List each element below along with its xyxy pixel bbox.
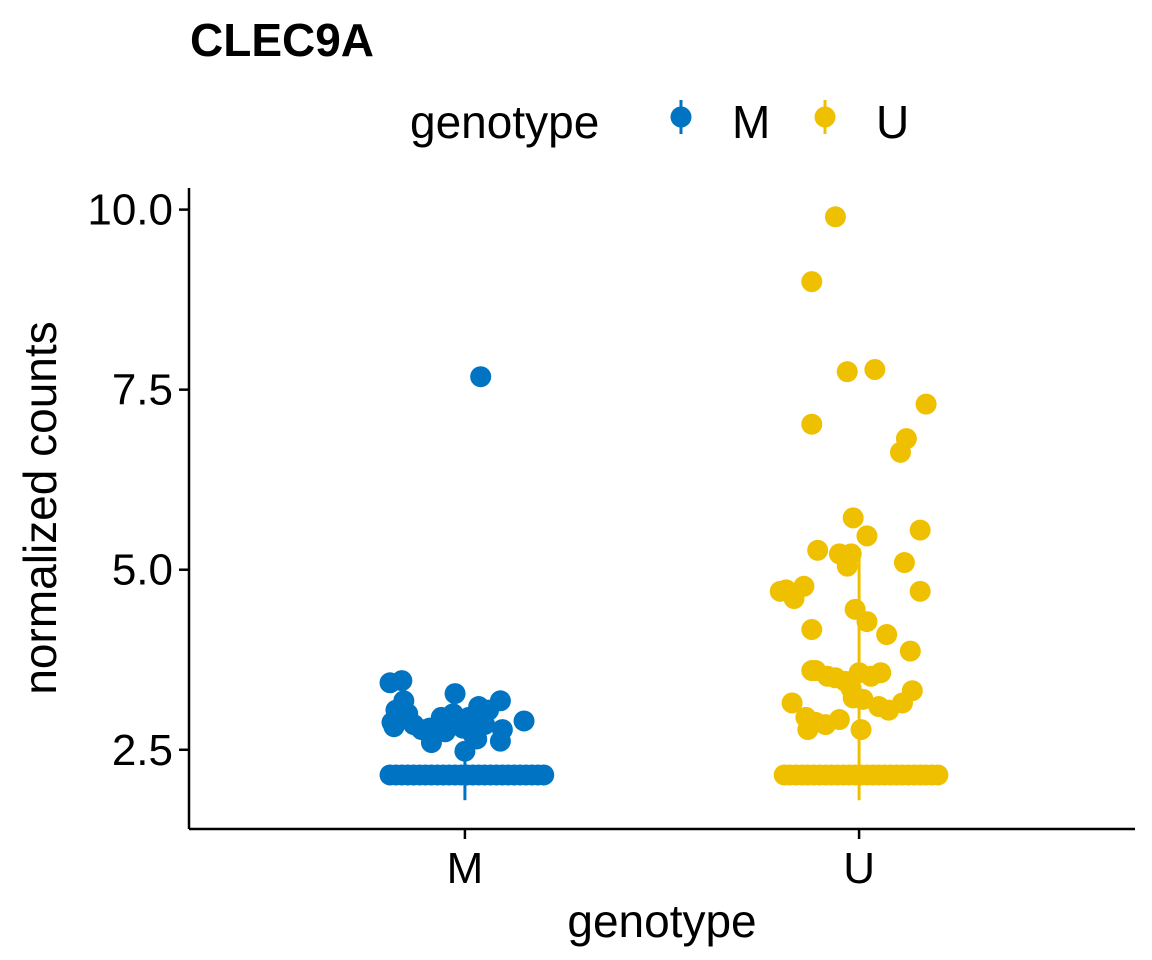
y-axis-title: normalized counts	[14, 321, 66, 694]
x-tick-label: U	[843, 844, 875, 893]
data-point-u	[856, 525, 878, 547]
data-point-u	[801, 271, 823, 293]
data-point-m	[444, 683, 466, 705]
data-point-m	[489, 730, 511, 752]
y-axis-ticks: 2.5 5.0 7.5 10.0	[87, 186, 189, 775]
plot-area	[379, 206, 949, 801]
legend-title: genotype	[410, 96, 599, 148]
data-point-u	[893, 552, 915, 574]
y-tick-label: 10.0	[87, 186, 173, 235]
data-point-u	[842, 507, 864, 529]
data-point-m	[438, 710, 460, 732]
data-point-u	[797, 719, 819, 741]
data-point-u	[801, 413, 823, 435]
data-point-u	[852, 688, 874, 710]
chart-title: CLEC9A	[190, 14, 374, 66]
data-point-u	[891, 692, 913, 714]
legend-key-m	[670, 100, 692, 134]
data-point-u	[781, 692, 803, 714]
data-point-u	[824, 206, 846, 228]
data-point-u	[899, 640, 921, 662]
y-tick-label: 2.5	[112, 726, 173, 775]
data-point-u	[836, 555, 858, 577]
data-point-m	[462, 723, 484, 745]
data-point-u	[836, 361, 858, 383]
data-point-m	[489, 690, 511, 712]
data-point-u	[864, 358, 886, 380]
y-tick-label: 7.5	[112, 366, 173, 415]
data-point-u	[915, 393, 937, 415]
legend-key-u	[814, 100, 836, 134]
data-point-m	[391, 670, 413, 692]
data-point-m	[470, 366, 492, 388]
legend-key-dot	[670, 106, 692, 128]
data-point-u	[801, 618, 823, 640]
data-point-u	[909, 519, 931, 541]
data-point-u	[889, 441, 911, 463]
x-tick-label: M	[447, 844, 484, 893]
x-axis-title: genotype	[567, 895, 756, 947]
legend: genotype M U	[410, 96, 909, 148]
data-point-u	[856, 611, 878, 633]
data-point-u	[850, 719, 872, 741]
data-point-u	[793, 575, 815, 597]
data-point-m	[533, 764, 555, 786]
data-point-u	[909, 580, 931, 602]
data-point-u	[807, 539, 829, 561]
y-tick-label: 5.0	[112, 546, 173, 595]
legend-key-dot	[814, 106, 836, 128]
data-point-u	[870, 662, 892, 684]
legend-label-m: M	[732, 96, 770, 148]
data-point-m	[383, 716, 405, 738]
data-point-m	[513, 710, 535, 732]
data-point-u	[876, 624, 898, 646]
legend-label-u: U	[876, 96, 909, 148]
data-point-u	[828, 709, 850, 731]
data-point-u	[927, 764, 949, 786]
